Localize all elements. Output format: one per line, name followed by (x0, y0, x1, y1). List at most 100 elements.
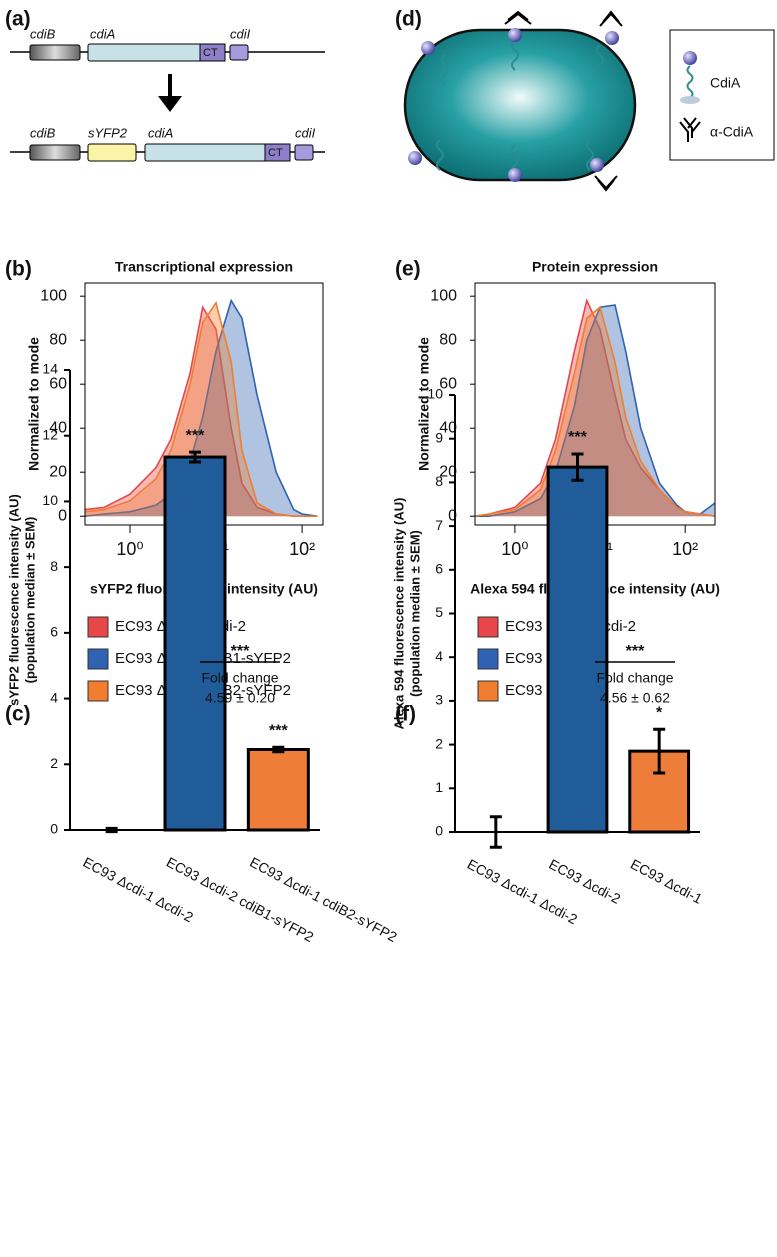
y-tick-label: 8 (50, 558, 58, 574)
domain-label: CT (268, 147, 283, 159)
y-tick-label: 60 (439, 375, 457, 392)
y-tick-label: 7 (435, 517, 443, 533)
y-tick-label: 10 (427, 386, 443, 402)
y-tick-label: 2 (50, 755, 58, 771)
y-tick-label: 8 (435, 473, 443, 489)
error-bar (272, 745, 285, 754)
x-tick-label: EC93 Δcdi-1 cdiB2-sYFP2 (247, 854, 400, 945)
significance: *** (568, 429, 587, 446)
legend-label: CdiA (710, 75, 741, 91)
area-fill (85, 307, 318, 517)
y-axis-label: Normalized to mode (416, 337, 432, 471)
error-bar (571, 452, 584, 482)
y-tick-label: 60 (49, 375, 67, 392)
y-tick-label: 2 (435, 735, 443, 751)
y-tick-label: 5 (435, 604, 443, 620)
y-tick-label: 100 (430, 287, 457, 304)
area-fill (85, 302, 318, 517)
gene-label: cdiA (148, 125, 173, 140)
cell-diagram: (d) CdiA α-CdiA (395, 8, 775, 192)
significance: *** (269, 722, 288, 739)
x-tick-label: EC93 Δcdi-2 cdiB1-sYFP2 (164, 854, 317, 945)
area-fill (475, 307, 715, 517)
gene-label: cdiI (230, 26, 251, 41)
comparison-label: Fold change (201, 670, 278, 686)
y-axis-label: Alexa 594 fluorescence intensity (AU) (391, 498, 406, 730)
panel-label: (b) (5, 258, 32, 281)
legend-label: α-CdiA (710, 124, 754, 140)
bar (163, 455, 227, 832)
error-bar (489, 815, 502, 849)
x-tick-label: EC93 Δcdi-2 (546, 856, 623, 907)
series-line (84, 298, 318, 517)
y-tick-label: 0 (58, 507, 67, 524)
y-tick-label: 80 (49, 331, 67, 348)
y-tick-label: 0 (50, 821, 58, 837)
y-tick-label: 4 (435, 648, 443, 664)
series-line (84, 300, 318, 517)
bar (546, 465, 609, 834)
x-tick-label: 10² (289, 539, 315, 559)
legend-swatch (87, 680, 109, 702)
gene-label: sYFP2 (88, 125, 128, 140)
y-axis-label: sYFP2 fluorescence intensity (AU) (6, 494, 21, 706)
gene-label: cdiA (90, 26, 115, 41)
y-tick-label: 6 (435, 561, 443, 577)
x-tick-label: 10⁰ (501, 539, 528, 559)
y-tick-label: 100 (40, 287, 67, 304)
comparison-stars: *** (231, 643, 250, 660)
comparison-stars: *** (626, 643, 645, 660)
gene-label: cdiI (295, 125, 316, 140)
legend-swatch (87, 648, 109, 670)
y-tick-label: 1 (435, 779, 443, 795)
panel-label: (d) (395, 8, 422, 31)
domain-label: CT (203, 47, 218, 59)
gene-label: cdiB (30, 125, 56, 140)
error-bar (189, 450, 201, 464)
y-axis-label: Normalized to mode (26, 337, 42, 471)
y-tick-label: 6 (50, 624, 58, 640)
y-axis-label: (population median ± SEM) (22, 517, 37, 684)
y-tick-label: 40 (439, 419, 457, 436)
x-tick-label: EC93 Δcdi-1 (628, 856, 705, 907)
significance: * (656, 705, 663, 722)
area-fill (85, 300, 318, 517)
legend-swatch (477, 616, 499, 638)
legend-swatch (87, 616, 109, 638)
panel-label: (f) (395, 703, 416, 726)
area-fill (475, 300, 715, 517)
bar (246, 748, 310, 832)
chart-title: Transcriptional expression (115, 259, 293, 275)
gene-diagram: (a) cdiB cdiA CT cdiI cdiB sYFP2 cdiA CT… (5, 8, 325, 162)
significance: *** (186, 427, 205, 444)
fold-change: 4.56 ± 0.62 (600, 690, 670, 706)
y-tick-label: 0 (448, 507, 457, 524)
y-tick-label: 4 (50, 689, 58, 705)
area-fill (475, 305, 715, 517)
error-bar (105, 826, 118, 834)
y-tick-label: 10 (42, 492, 58, 508)
y-tick-label: 0 (435, 823, 443, 839)
series-line (475, 304, 716, 517)
y-axis-label: (population median ± SEM) (407, 530, 422, 697)
y-tick-label: 14 (42, 361, 58, 377)
legend-swatch (477, 648, 499, 670)
legend-swatch (477, 680, 499, 702)
y-tick-label: 12 (42, 426, 58, 442)
panel-label: (c) (5, 703, 31, 726)
y-tick-label: 3 (435, 692, 443, 708)
y-tick-label: 80 (439, 331, 457, 348)
chart-title: Protein expression (532, 259, 658, 275)
gene-label: cdiB (30, 26, 56, 41)
panel-label: (e) (395, 258, 421, 281)
x-tick-label: 10⁰ (116, 539, 143, 559)
error-bar (653, 727, 666, 775)
x-tick-label: 10² (672, 539, 698, 559)
y-tick-label: 40 (49, 419, 67, 436)
fold-change: 4.59 ± 0.20 (205, 690, 275, 706)
panel-label: (a) (5, 8, 31, 31)
series-line (474, 305, 716, 517)
y-tick-label: 20 (439, 463, 457, 480)
y-tick-label: 9 (435, 429, 443, 445)
